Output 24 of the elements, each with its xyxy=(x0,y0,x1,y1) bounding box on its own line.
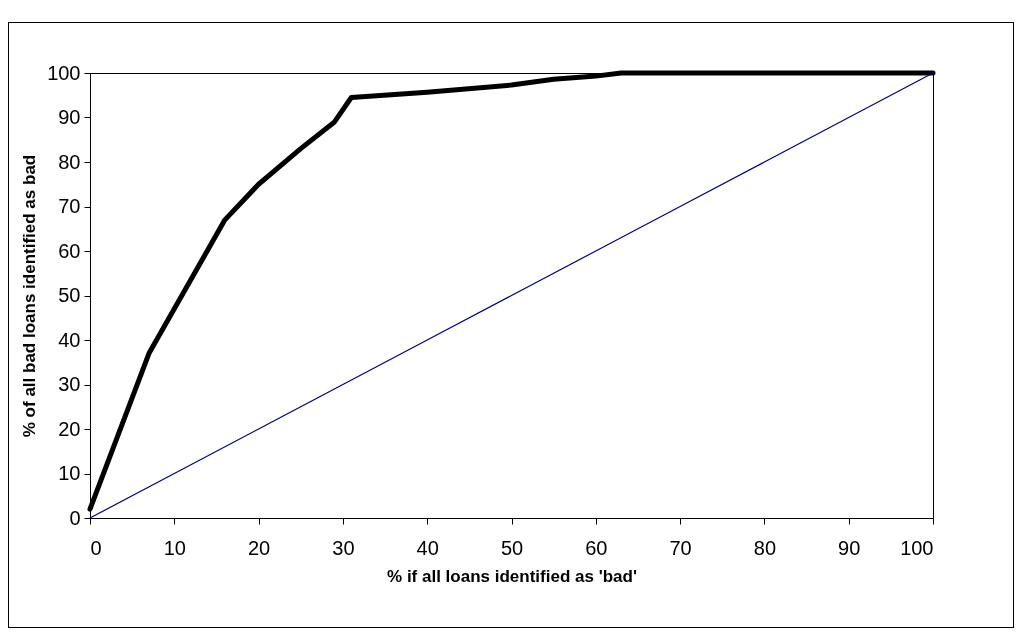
y-tick-label: 70 xyxy=(58,195,81,217)
y-axis-title: % of all bad loans identified as bad xyxy=(20,154,40,438)
x-tick-label: 30 xyxy=(332,536,355,559)
x-tick-label: 10 xyxy=(163,536,186,559)
y-tick-label: 60 xyxy=(58,239,81,262)
x-tick-label: 60 xyxy=(585,536,608,559)
y-tick-label: 50 xyxy=(58,284,81,306)
y-tick-label: 40 xyxy=(58,328,81,351)
x-axis-title: % if all loans identified as 'bad' xyxy=(387,566,637,586)
x-tick-label: 80 xyxy=(753,536,777,559)
y-tick-label: 10 xyxy=(58,462,81,484)
y-tick-label: 30 xyxy=(58,373,81,395)
y-tick-label: 20 xyxy=(58,417,81,440)
x-tick-label: 70 xyxy=(669,536,692,559)
y-tick-label: 90 xyxy=(58,106,81,128)
x-tick-label: 50 xyxy=(500,536,524,559)
y-tick-label: 80 xyxy=(58,150,81,173)
x-tick-label: 40 xyxy=(416,536,439,559)
x-tick-label: 100 xyxy=(900,536,934,559)
y-tick-label: 0 xyxy=(69,506,81,529)
x-tick-label: 0 xyxy=(90,536,102,559)
y-tick-label: 100 xyxy=(47,61,81,84)
x-tick-label: 90 xyxy=(838,536,861,559)
x-tick-label: 20 xyxy=(247,536,271,559)
